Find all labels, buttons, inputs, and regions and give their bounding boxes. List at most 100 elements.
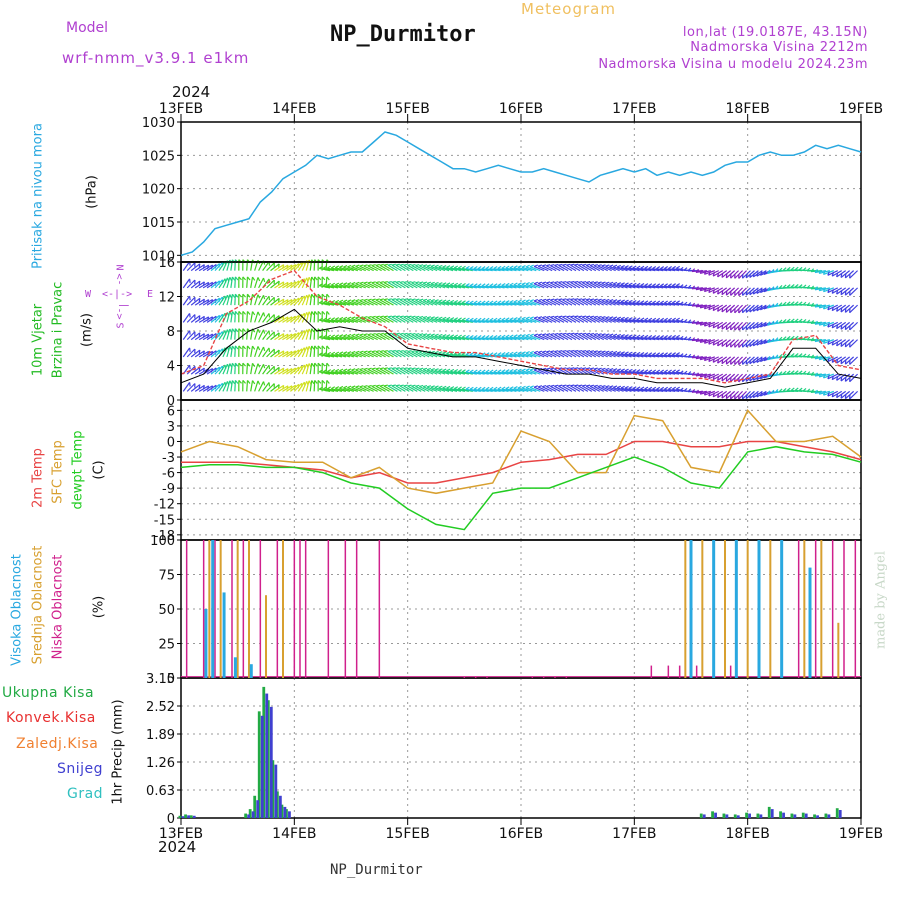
- wind-barb-head: [371, 332, 376, 336]
- wind-barb-head: [683, 336, 688, 340]
- wind-barb-head: [481, 386, 486, 390]
- wind-barb-head: [347, 316, 352, 320]
- wind-barb-head: [391, 315, 396, 318]
- wind-barb-head: [238, 293, 242, 298]
- wind-barb: [554, 282, 565, 289]
- wind-barb-head: [442, 264, 447, 268]
- wind-barb: [190, 263, 201, 272]
- wind-barb-head: [840, 342, 843, 347]
- wind-barb-head: [708, 340, 711, 345]
- wind-barb: [375, 333, 386, 341]
- cloud-bar: [204, 609, 208, 678]
- wind-barb: [363, 368, 374, 375]
- wind-barb-head: [318, 265, 323, 269]
- wind-barb-head: [703, 287, 707, 292]
- wind-barb-head: [262, 364, 266, 369]
- wind-barb-head: [383, 349, 388, 353]
- wind-barb: [331, 353, 343, 358]
- wind-barb: [521, 335, 533, 341]
- wind-barb: [222, 363, 229, 375]
- wind-barb: [529, 300, 541, 306]
- cloud-bar: [814, 540, 817, 678]
- wind-barb-head: [481, 352, 486, 356]
- wind-barb: [501, 371, 513, 375]
- wind-barb-head: [367, 350, 372, 353]
- wind-barb-head: [609, 299, 614, 302]
- wind-barb-head: [311, 380, 315, 385]
- wind-barb-head: [537, 350, 543, 353]
- wind-barb-head: [802, 370, 807, 375]
- wind-barb-head: [198, 263, 201, 268]
- wind-barb-head: [687, 319, 692, 324]
- wind-barb-head: [660, 335, 665, 339]
- wind-barb: [363, 299, 374, 306]
- wind-barb-head: [426, 316, 432, 319]
- wind-barb: [652, 285, 664, 289]
- wind-barb-head: [616, 299, 622, 303]
- wind-barb-head: [593, 350, 598, 353]
- wind-barb: [546, 265, 557, 272]
- wind-barb-head: [683, 387, 688, 392]
- wind-barb: [226, 277, 231, 289]
- wind-barb-head: [257, 311, 261, 316]
- wind-barb: [521, 370, 533, 375]
- wind-barb-head: [314, 380, 318, 384]
- wind-barb: [513, 267, 525, 272]
- wind-barb-head: [593, 367, 598, 370]
- wind-barb: [513, 318, 525, 323]
- wind-barb: [546, 385, 557, 392]
- wind-barb: [198, 316, 209, 323]
- wind-barb: [668, 337, 680, 341]
- wind-barb-head: [593, 384, 598, 387]
- wind-barb-head: [546, 281, 551, 284]
- wind-barb-head: [574, 263, 579, 266]
- wind-barb: [430, 386, 442, 392]
- wind-barb-head: [453, 299, 459, 303]
- wind-barb-head: [375, 350, 380, 353]
- wind-barb-head: [814, 389, 818, 394]
- dewpt-label: dewpt Temp: [70, 430, 86, 510]
- wind-barb-head: [238, 362, 242, 367]
- wind-barb: [442, 387, 454, 392]
- wind-barb-head: [343, 333, 348, 337]
- wind-barb-head: [836, 307, 839, 312]
- wind-barb: [505, 301, 517, 306]
- wind-barb: [450, 387, 462, 392]
- wind-barb: [270, 263, 280, 272]
- wind-barb: [206, 384, 217, 392]
- wind-barb-head: [840, 376, 843, 382]
- wind-barb: [558, 385, 569, 392]
- wind-barb-head: [802, 387, 807, 392]
- wind-barb-head: [359, 281, 364, 285]
- wind-barb-head: [242, 276, 246, 281]
- wind-barb: [640, 319, 652, 323]
- precip-bar: [257, 711, 261, 818]
- cloud-bar: [304, 540, 307, 678]
- wind-barb-head: [778, 319, 783, 324]
- cloud-bar: [565, 676, 568, 678]
- wind-barb-head: [605, 281, 610, 285]
- wind-barb: [282, 264, 293, 272]
- precip-bar: [824, 813, 828, 818]
- wind-barb: [609, 300, 620, 306]
- wind-barb-head: [831, 358, 834, 363]
- wind-barb: [186, 348, 196, 358]
- wind-barb: [477, 388, 489, 392]
- wind-barb-head: [505, 386, 510, 390]
- wind-barb-head: [798, 370, 803, 374]
- wind-barb-head: [407, 367, 412, 370]
- wind-barb-head: [469, 300, 474, 304]
- wind-barb: [430, 300, 442, 306]
- wind-barb-head: [586, 298, 591, 301]
- wind-barb-head: [434, 316, 439, 319]
- wind-barb-head: [806, 388, 811, 393]
- wind-barb-head: [542, 333, 547, 336]
- wind-barb-head: [371, 384, 376, 387]
- wind-barb-head: [836, 376, 839, 381]
- wind-barb-head: [822, 287, 826, 292]
- wind-barb: [613, 266, 624, 272]
- wind-barb: [218, 278, 226, 289]
- wind-barb-head: [782, 301, 787, 306]
- wind-barb-head: [322, 334, 328, 338]
- wind-barb: [450, 284, 462, 289]
